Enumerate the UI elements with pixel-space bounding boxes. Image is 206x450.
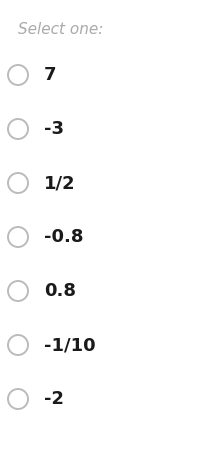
Circle shape [8, 335, 28, 355]
Text: -3: -3 [44, 120, 64, 138]
Text: 7: 7 [44, 66, 56, 84]
Circle shape [8, 119, 28, 139]
Circle shape [8, 65, 28, 85]
Circle shape [8, 389, 28, 409]
Circle shape [8, 281, 28, 301]
Text: 1/2: 1/2 [44, 174, 76, 192]
Text: -0.8: -0.8 [44, 228, 83, 246]
Text: Select one:: Select one: [18, 22, 103, 37]
Circle shape [8, 227, 28, 247]
Text: -2: -2 [44, 390, 64, 408]
Text: -1/10: -1/10 [44, 336, 96, 354]
Circle shape [8, 173, 28, 193]
Text: 0.8: 0.8 [44, 282, 76, 300]
